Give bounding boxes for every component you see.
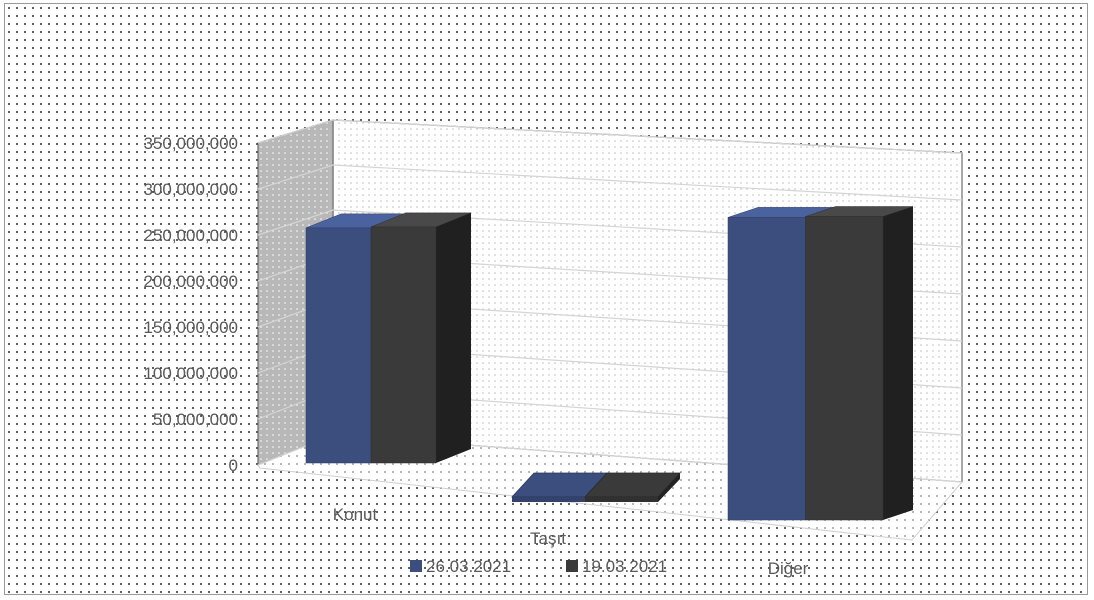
bar (727, 217, 806, 521)
gridline-6 (257, 164, 963, 201)
y-axis: 0 50,000,000 100,000,000 150,000,000 200,000… (143, 134, 238, 475)
bar (512, 496, 585, 502)
legend-label: 26.03.2021 (426, 557, 511, 576)
bars (305, 206, 914, 521)
y-tick-label: 200,000,000 (143, 272, 238, 291)
bar-side (883, 206, 913, 520)
y-tick-label: 350,000,000 (143, 134, 238, 153)
bar-group-diğer (727, 206, 914, 521)
y-tick-label: 100,000,000 (143, 364, 238, 383)
bar-side (658, 473, 680, 502)
bar-side (436, 212, 471, 463)
legend-swatch (566, 560, 578, 572)
legend-label: 19.03.2021 (582, 557, 667, 576)
bar-group-taşıt (511, 472, 681, 502)
legend: 26.03.2021 19.03.2021 (410, 557, 667, 576)
x-category-label: Taşıt (530, 529, 566, 548)
bar-group-konut (305, 212, 472, 464)
x-axis: Konut Taşıt Diğer (333, 505, 809, 578)
y-tick-label: 50,000,000 (153, 410, 238, 429)
bar (305, 227, 372, 464)
y-tick-label: 150,000,000 (143, 318, 238, 337)
y-tick-label: 250,000,000 (143, 226, 238, 245)
x-category-label: Diğer (768, 559, 809, 578)
bar (805, 216, 884, 521)
x-category-label: Konut (333, 505, 378, 524)
y-tick-label: 0 (229, 456, 238, 475)
bar (370, 226, 437, 464)
gridline-7 (257, 119, 963, 154)
y-tick-label: 300,000,000 (143, 180, 238, 199)
legend-swatch (410, 560, 422, 572)
bar (585, 496, 658, 502)
